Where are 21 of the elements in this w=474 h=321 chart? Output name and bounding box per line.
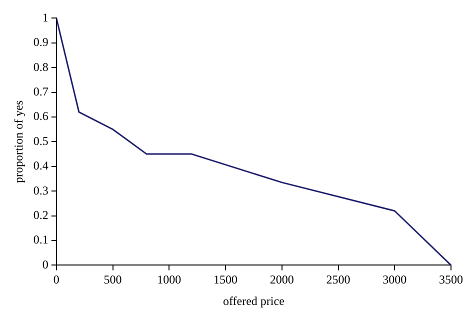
y-tick-label: 0.6 [33, 109, 48, 124]
y-tick-label: 0.2 [33, 208, 48, 222]
x-axis-title: offered price [222, 294, 284, 308]
y-tick-label: 0.7 [33, 84, 48, 98]
x-tick-label: 3000 [382, 272, 407, 287]
x-tick-label: 0 [53, 272, 60, 287]
y-axis-title: proportion of yes [11, 100, 26, 184]
y-tick-label: 0.5 [33, 134, 48, 148]
y-tick-label: 0.1 [33, 232, 48, 247]
x-tick-label: 1000 [157, 272, 182, 287]
y-tick-label: 0.9 [33, 35, 48, 50]
y-tick-label: 0.4 [33, 158, 48, 173]
x-tick-label: 2500 [326, 272, 350, 287]
x-tick-label: 3500 [439, 272, 463, 287]
x-tick-label: 500 [104, 272, 122, 287]
y-tick-label: 1 [42, 10, 48, 24]
x-tick-label: 1500 [214, 272, 238, 287]
y-tick-label: 0.3 [33, 183, 48, 198]
y-tick-label: 0 [42, 257, 48, 272]
y-tick-label: 0.8 [33, 60, 48, 74]
x-tick-label: 2000 [270, 272, 294, 287]
